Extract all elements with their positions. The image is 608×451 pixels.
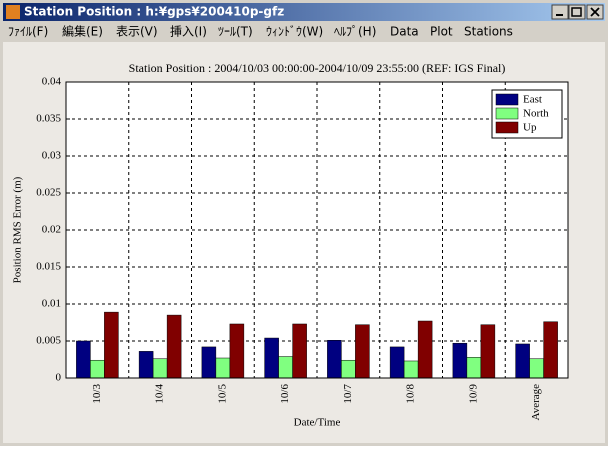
axes-box [65,81,569,379]
y-tick-label: 0.005 [36,335,61,347]
y-tick-label: 0.03 [42,150,62,162]
bar [138,351,154,379]
menu-item[interactable]: 挿入(I) [170,25,207,39]
y-tick-label: 0.02 [42,224,61,236]
bar [264,337,279,379]
legend-swatch [495,107,519,120]
bar [452,342,468,379]
bar [480,324,496,379]
menu-item[interactable]: 編集(E) [62,24,103,39]
menu-item[interactable]: ﾂｰﾙ(T) [218,25,253,39]
bar [90,359,105,379]
minimize-button[interactable] [551,4,569,20]
x-tick-label: Average [530,384,542,421]
y-axis-label: Position RMS Error (m) [12,176,24,283]
bar [166,314,182,379]
menu-item[interactable]: Data [390,25,419,39]
bar [466,357,482,379]
menu-item[interactable]: ﾍﾙﾌﾟ(H) [334,25,376,39]
maximize-icon [571,7,582,17]
x-tick-label: 10/3 [91,384,103,404]
x-tick-label: 10/5 [216,384,228,404]
plot: 0 0.005 0.01 0.015 0.02 0.025 0.03 0.035 0.04 10/… [36,76,569,421]
bar [355,324,370,379]
legend-label: East [523,94,542,106]
bar [201,346,217,379]
bar [278,356,293,379]
x-tick-label: 10/6 [279,384,291,404]
bar [215,357,231,379]
menu-item[interactable]: 表示(V) [116,25,158,39]
x-tick-label: 10/4 [154,384,166,404]
bar [389,346,405,379]
window-title: Station Position : h:¥gps¥200410p-gfz [24,5,284,19]
bar [76,340,91,379]
legend-swatch [495,121,519,134]
x-tick-label: 10/8 [405,384,417,404]
close-icon [590,7,600,17]
x-tick-label: 10/7 [342,384,354,404]
y-tick-label: 0.035 [36,113,61,125]
bar [417,320,433,379]
x-axis-label: Date/Time [294,417,341,429]
bar [543,321,558,379]
window-buttons [551,4,604,20]
chart-title: Station Position : 2004/10/03 00:00:00-2… [129,61,506,75]
app-icon [6,5,20,19]
x-tick-label: 10/9 [467,384,479,404]
menu-item[interactable]: ﾌｧｲﾙ(F) [8,25,48,39]
bar [104,311,119,379]
title-bar [3,3,605,21]
bar [403,360,419,379]
bar [229,323,245,379]
menu-item[interactable]: ｳｨﾝﾄﾞｳ(W) [266,25,323,39]
y-tick-label: 0.025 [36,187,61,199]
legend-label: North [523,108,549,120]
bar [327,340,342,379]
legend-label: Up [523,122,537,134]
bar [341,359,356,379]
y-tick-label: 0.015 [36,261,61,273]
legend-swatch [495,93,519,106]
menu-bar: ﾌｧｲﾙ(F) 編集(E) 表示(V) 挿入(I) ﾂｰﾙ(T) ｳｨﾝﾄﾞｳ(W) ﾍﾙﾌ… [8,24,513,39]
bar [292,323,307,379]
y-tick-label: 0 [56,372,62,384]
menu-item[interactable]: Plot [430,25,453,39]
bar [529,358,544,379]
y-tick-label: 0.04 [42,76,62,88]
bar [515,343,530,379]
menu-item[interactable]: Stations [464,25,513,39]
bar [152,358,168,379]
y-tick-label: 0.01 [42,298,61,310]
